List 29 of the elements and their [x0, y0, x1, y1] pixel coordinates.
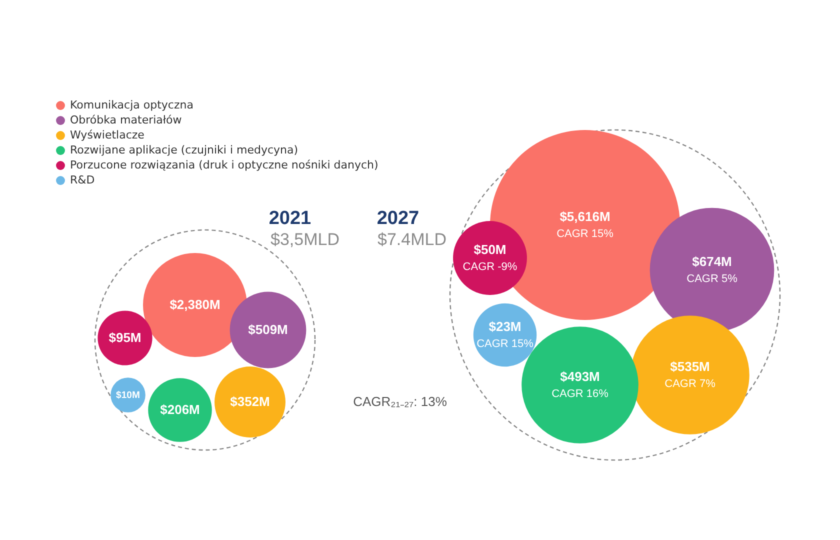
legend-label: R&D: [70, 174, 95, 186]
legend-label: Wyświetlacze: [70, 128, 145, 142]
data-label: $23M: [488, 319, 522, 334]
data-label: $535M: [670, 359, 710, 374]
text: CAGR 5%: [686, 273, 738, 285]
category-label: 2027: [376, 208, 420, 229]
text: $3,5MLD: [270, 230, 340, 249]
data-label: $509M: [248, 322, 288, 337]
data-label: $50M: [474, 242, 506, 257]
data-label: $2,380M: [170, 297, 220, 312]
text: CAGR -9%: [462, 261, 518, 273]
text: CAGR₂₁₋₂₇: 13%: [353, 394, 448, 409]
legend-label: Porzucone rozwiązania (druk i optyczne nośniki danych): [70, 158, 378, 172]
legend-label: Rozwijane aplikacje (czujniki i medycyna): [70, 144, 298, 156]
data-label: $674M: [692, 254, 732, 269]
text: CAGR 7%: [664, 378, 716, 390]
data-label: $95M: [108, 330, 142, 345]
data-label: $10M: [116, 390, 140, 401]
text: CAGR 15%: [476, 338, 534, 350]
legend-label: Komunikacja optyczna: [70, 98, 194, 112]
legend-label: Obróbka materiałów: [70, 114, 182, 126]
text: $7.4MLD: [378, 230, 446, 249]
data-label: $206M: [160, 402, 200, 417]
category-label: 2021: [268, 208, 312, 229]
text: CAGR 16%: [552, 388, 609, 400]
data-label: $5,616M: [560, 209, 610, 224]
data-label: $493M: [560, 369, 600, 384]
text: CAGR 15%: [556, 228, 614, 240]
data-label: $352M: [230, 394, 270, 409]
